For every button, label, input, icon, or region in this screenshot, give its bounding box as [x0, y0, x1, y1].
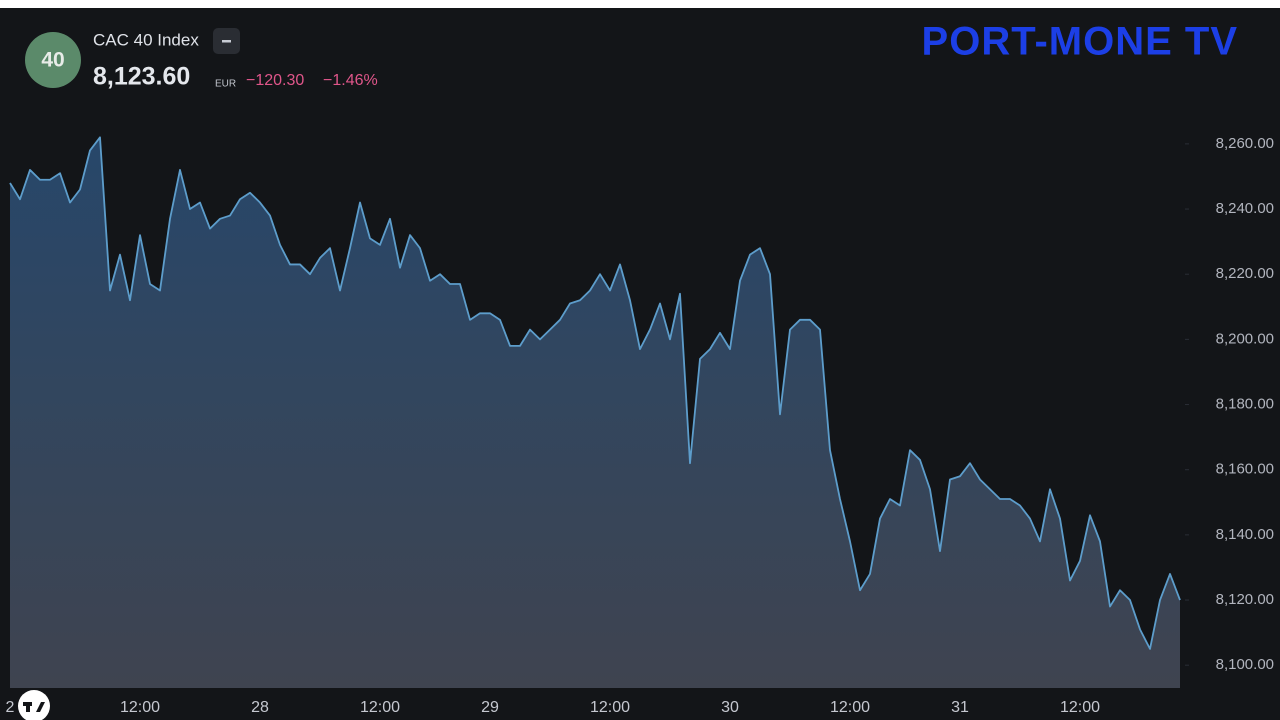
collapse-icon: [222, 40, 231, 43]
change-percent: −1.46%: [323, 72, 378, 89]
x-tick-label: 31: [951, 699, 969, 716]
line: [9, 136, 1181, 650]
y-tick-label: 8,200.00: [1216, 330, 1274, 347]
y-tick-label: 8,100.00: [1216, 656, 1274, 673]
badge-text: 40: [41, 49, 64, 72]
y-tick-label: 8,240.00: [1216, 200, 1274, 217]
x-tick-label: 12:00: [120, 699, 160, 716]
x-tick-label: 12:00: [590, 699, 630, 716]
tv-logo[interactable]: [18, 690, 50, 720]
y-tick-label: 8,140.00: [1216, 526, 1274, 543]
x-tick-label: 12:00: [360, 699, 400, 716]
top-strip: [0, 0, 1280, 8]
y-tick-label: 8,160.00: [1216, 461, 1274, 478]
area: [10, 137, 1180, 688]
y-tick-label: 8,180.00: [1216, 396, 1274, 413]
x-tick-label: 28: [251, 699, 269, 716]
x-tick-label: 12:00: [1060, 699, 1100, 716]
x-tick-label: 30: [721, 699, 739, 716]
price: 8,123.60: [93, 63, 190, 91]
badge: [25, 32, 81, 88]
plot-area: [9, 136, 1181, 688]
logo: PORT-MONE TV: [922, 20, 1238, 64]
chart-title: CAC 40 Index: [93, 30, 199, 49]
tv-logo-part: [36, 702, 45, 712]
x-tick-label: 29: [481, 699, 499, 716]
currency: EUR: [215, 79, 236, 90]
x-tick-label: 2: [6, 699, 15, 716]
y-tick-label: 8,120.00: [1216, 591, 1274, 608]
tv-logo-part: [26, 702, 30, 712]
x-tick-label: 12:00: [830, 699, 870, 716]
y-tick-label: 8,260.00: [1216, 135, 1274, 152]
change: −120.30: [246, 72, 304, 89]
y-tick-label: 8,220.00: [1216, 265, 1274, 282]
